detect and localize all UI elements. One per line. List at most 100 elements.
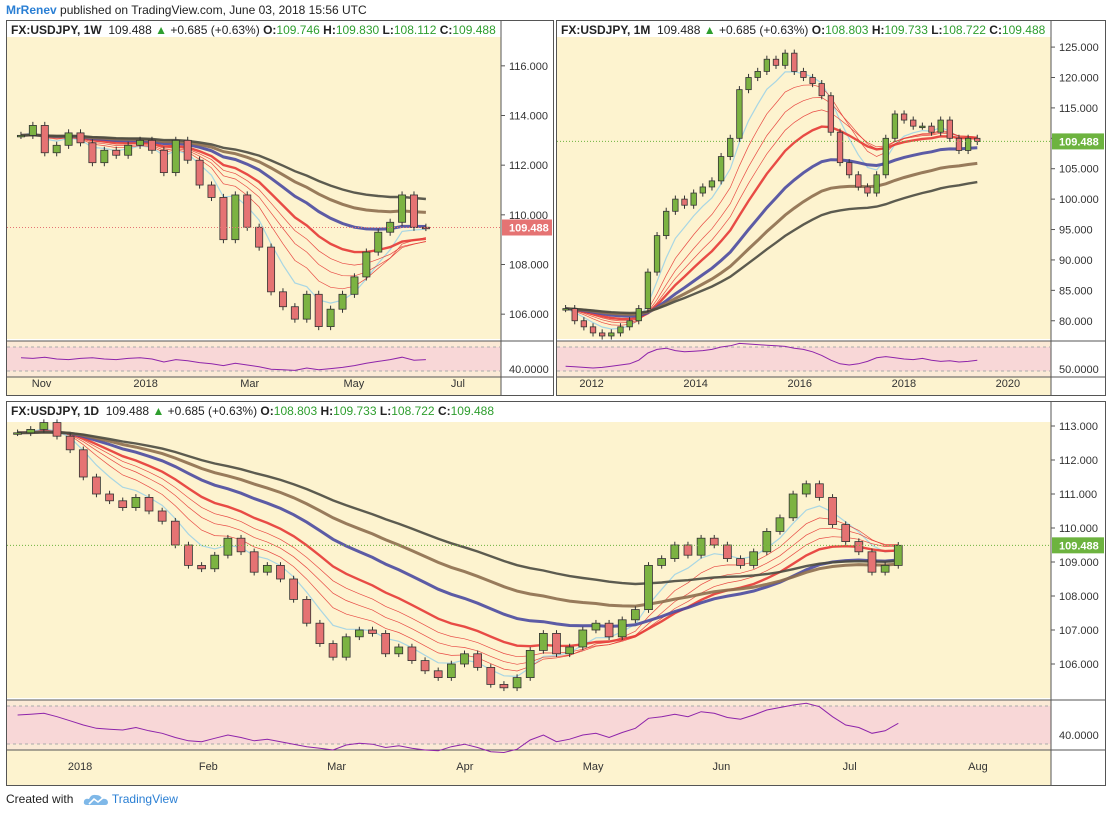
candle	[362, 251, 371, 278]
y-tick-label: 107.000	[1059, 625, 1099, 637]
candle	[39, 422, 49, 430]
weekly-chart-svg: 116.000 114.000 112.000 110.000 108.000 106.0…	[7, 21, 553, 395]
candle	[846, 162, 853, 176]
xaxis-background	[7, 750, 1051, 785]
candle	[709, 537, 719, 546]
candle	[690, 192, 697, 206]
y-tick-label: 115.000	[1059, 103, 1098, 115]
candle	[578, 629, 588, 648]
candle	[670, 544, 680, 560]
ohlc-value: 108.803	[825, 23, 869, 37]
y-tick-label: 106.000	[1059, 659, 1099, 671]
candle	[891, 113, 899, 139]
ohlc-key: O:	[811, 23, 826, 37]
candle	[672, 198, 679, 212]
candle	[763, 58, 770, 72]
candle	[964, 137, 972, 151]
weekly-chart-panel[interactable]: FX:USDJPY, 1W 109.488 ▲ +0.685 (+0.63%) …	[6, 20, 554, 396]
candle	[136, 139, 145, 146]
candle	[591, 622, 601, 631]
ohlc-value: 109.746	[276, 23, 320, 37]
candle	[78, 449, 88, 478]
y-tick-label: 105.000	[1059, 164, 1099, 176]
moving-average-line	[17, 430, 899, 665]
candle	[552, 632, 561, 655]
osc-tick-label: 50.0000	[1059, 364, 1099, 376]
candle	[473, 653, 482, 668]
candle	[736, 558, 745, 566]
ohlc-value: 109.488	[452, 23, 496, 37]
ohlc-value: 109.733	[333, 404, 377, 418]
candle	[289, 578, 298, 600]
candle	[112, 149, 121, 156]
candle	[76, 132, 85, 144]
plot-background	[7, 37, 501, 339]
daily-chart-svg: 113.000 112.000 111.000 110.000 109.000 108.0…	[7, 402, 1105, 785]
candle	[52, 422, 62, 437]
candle	[243, 194, 252, 228]
xaxis-background	[557, 377, 1051, 395]
candle	[827, 95, 835, 133]
candle	[394, 646, 404, 655]
candle	[772, 58, 780, 66]
candle	[147, 139, 156, 151]
daily-chart-panel[interactable]: FX:USDJPY, 1D 109.488 ▲ +0.685 (+0.63%) …	[6, 401, 1106, 786]
chart-header: FX:USDJPY, 1D 109.488 ▲ +0.685 (+0.63%) …	[11, 404, 494, 418]
candle	[893, 544, 903, 566]
y-tick-label: 85.000	[1059, 285, 1093, 297]
candle	[608, 332, 615, 337]
candle	[836, 131, 844, 164]
candle	[267, 246, 276, 293]
oscillator-line	[20, 356, 426, 371]
candle	[374, 231, 383, 253]
candle	[255, 226, 264, 248]
candle	[433, 670, 443, 678]
candle	[381, 632, 390, 655]
x-tick-label: Apr	[456, 761, 473, 773]
x-tick-label: 2012	[579, 378, 603, 390]
ohlc-value: 109.488	[450, 404, 494, 418]
osc-tick-label: 40.0000	[1059, 730, 1099, 742]
candle	[791, 52, 798, 72]
oscillator-band	[7, 706, 1051, 744]
moving-average-line	[565, 109, 978, 322]
candle	[52, 144, 61, 154]
x-tick-label: 2018	[68, 761, 92, 773]
chart-header: FX:USDJPY, 1W 109.488 ▲ +0.685 (+0.63%) …	[11, 23, 496, 37]
candle	[745, 77, 752, 91]
candle	[801, 483, 811, 495]
x-tick-label: Jul	[451, 378, 465, 390]
tradingview-link[interactable]: TradingView	[111, 792, 178, 806]
candle	[13, 432, 22, 435]
candle	[100, 149, 109, 164]
ohlc-key: H:	[868, 23, 885, 37]
candle	[144, 497, 154, 512]
up-arrow-icon: ▲	[152, 404, 165, 418]
ohlc-value: 108.722	[391, 404, 435, 418]
candle	[828, 497, 837, 526]
monthly-chart-panel[interactable]: FX:USDJPY, 1M 109.488 ▲ +0.685 (+0.63%) …	[556, 20, 1106, 396]
moving-average-line	[17, 430, 899, 628]
y-tick-label: 106.000	[509, 309, 549, 321]
price-tag-label: 109.488	[1059, 540, 1099, 552]
candle	[854, 541, 864, 553]
candle	[398, 194, 407, 223]
candle	[928, 125, 935, 133]
last-price: 109.488	[108, 23, 152, 37]
candle	[815, 483, 824, 498]
x-tick-label: 2014	[683, 378, 707, 390]
tradingview-cloud-icon	[83, 794, 108, 805]
moving-average-line	[17, 430, 899, 648]
candle	[882, 137, 889, 176]
y-tick-label: 111.000	[1059, 489, 1097, 501]
footer: Created with TradingView	[6, 790, 178, 808]
oscillator-line	[565, 342, 978, 369]
osc-tick-label: 40.0000	[509, 364, 549, 376]
candle	[800, 71, 807, 78]
candle	[635, 308, 642, 322]
author-link[interactable]: MrRenev	[6, 3, 57, 17]
candle	[278, 291, 287, 308]
candle	[631, 609, 640, 621]
moving-average-line	[565, 161, 978, 316]
oscillator-band	[557, 347, 1051, 371]
